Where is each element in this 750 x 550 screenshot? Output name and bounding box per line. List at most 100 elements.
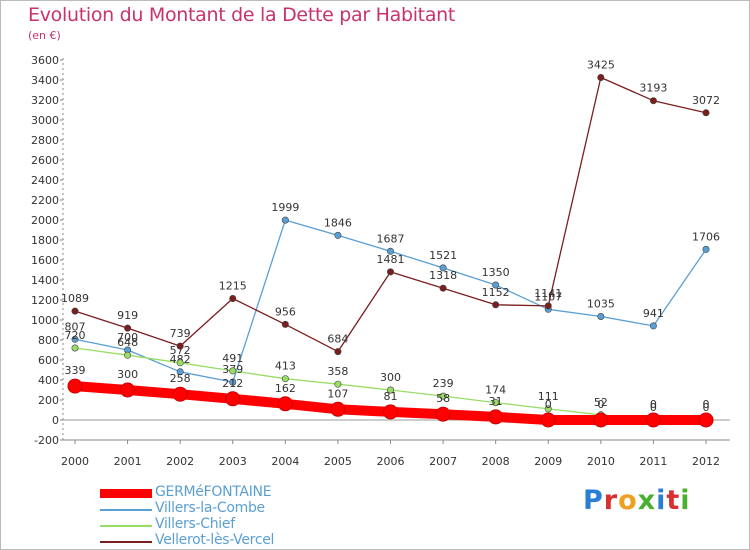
data-point xyxy=(120,382,136,398)
legend-swatch xyxy=(100,541,152,543)
data-label: 0 xyxy=(703,398,710,411)
logo-letter: i xyxy=(656,485,667,516)
data-point xyxy=(702,109,710,117)
data-point xyxy=(645,412,661,428)
data-label: 300 xyxy=(380,371,401,384)
data-point xyxy=(488,409,504,425)
data-label: 107 xyxy=(327,387,348,400)
data-label: 3425 xyxy=(587,59,615,72)
y-tick-label: -200 xyxy=(34,434,59,447)
data-label: 1350 xyxy=(482,266,510,279)
data-point xyxy=(71,335,79,343)
data-point xyxy=(492,399,500,407)
data-label: 1481 xyxy=(377,253,405,266)
data-label: 572 xyxy=(170,344,191,357)
data-label: 919 xyxy=(117,309,138,322)
data-label: 0 xyxy=(703,401,710,414)
data-point xyxy=(386,268,394,276)
data-point xyxy=(383,404,398,420)
data-label: 1521 xyxy=(429,249,457,262)
legend-swatch xyxy=(100,509,152,511)
data-label: 58 xyxy=(436,392,450,405)
data-point xyxy=(702,245,710,253)
data-point xyxy=(492,281,500,289)
logo-letter: t xyxy=(666,485,681,516)
data-point xyxy=(176,342,184,350)
data-point xyxy=(597,74,605,82)
data-label: 212 xyxy=(222,377,243,390)
y-tick-label: 3200 xyxy=(31,94,59,107)
data-label: 1706 xyxy=(692,230,720,243)
data-label: 0 xyxy=(650,401,657,414)
x-tick-label: 2001 xyxy=(114,455,142,468)
y-tick-label: 400 xyxy=(38,374,59,387)
x-tick-label: 2008 xyxy=(482,455,510,468)
x-tick-label: 2004 xyxy=(271,455,299,468)
y-tick-label: 3600 xyxy=(31,54,59,67)
data-point xyxy=(597,312,605,320)
legend-label: Villers-la-Combe xyxy=(155,500,265,516)
data-label: 300 xyxy=(117,368,138,381)
x-tick-label: 2011 xyxy=(639,455,667,468)
data-point xyxy=(698,412,714,428)
data-point xyxy=(544,302,552,310)
data-label: 31 xyxy=(489,395,503,408)
data-point xyxy=(281,375,289,383)
data-label: 1035 xyxy=(587,298,615,311)
data-label: 0 xyxy=(650,398,657,411)
x-tick-label: 2003 xyxy=(219,455,247,468)
x-tick-label: 2009 xyxy=(534,455,562,468)
data-point xyxy=(225,391,241,407)
data-label: 239 xyxy=(433,377,454,390)
data-label: 0 xyxy=(597,398,604,411)
y-tick-label: 1200 xyxy=(31,294,59,307)
data-label: 720 xyxy=(65,329,86,342)
data-label: 1107 xyxy=(534,290,562,303)
y-tick-label: 2400 xyxy=(31,174,59,187)
data-label: 3072 xyxy=(692,94,720,107)
y-tick-label: 600 xyxy=(38,354,59,367)
y-tick-label: 1600 xyxy=(31,254,59,267)
data-label: 1999 xyxy=(271,201,299,214)
data-label: 1687 xyxy=(377,232,405,245)
y-tick-label: 1000 xyxy=(31,314,59,327)
logo-letter: o xyxy=(618,485,638,516)
data-point xyxy=(71,344,79,352)
data-point xyxy=(540,412,556,428)
data-point xyxy=(439,392,447,400)
legend-label: GERMéFONTAINE xyxy=(155,484,272,500)
data-label: 174 xyxy=(485,384,506,397)
data-point xyxy=(435,406,451,422)
y-tick-label: 0 xyxy=(52,414,59,427)
y-tick-label: 3400 xyxy=(31,74,59,87)
data-label: 3193 xyxy=(639,82,667,95)
data-point xyxy=(281,320,289,328)
data-label: 1215 xyxy=(219,280,247,293)
data-point xyxy=(229,294,237,302)
y-tick-label: 3000 xyxy=(31,114,59,127)
data-label: 684 xyxy=(327,333,348,346)
data-label: 339 xyxy=(65,364,86,377)
data-label: 648 xyxy=(117,336,138,349)
y-tick-label: 200 xyxy=(38,394,59,407)
data-point xyxy=(544,405,552,413)
data-point xyxy=(71,307,79,315)
y-tick-label: 800 xyxy=(38,334,59,347)
data-point xyxy=(172,386,188,402)
data-label: 941 xyxy=(643,307,664,320)
data-label: 1141 xyxy=(534,287,562,300)
x-tick-label: 2000 xyxy=(61,455,89,468)
data-point xyxy=(386,386,394,394)
x-tick-label: 2010 xyxy=(587,455,615,468)
data-point xyxy=(492,301,500,309)
data-point xyxy=(281,216,289,224)
data-point xyxy=(124,351,132,359)
y-tick-label: 2200 xyxy=(31,194,59,207)
y-tick-label: 1800 xyxy=(31,234,59,247)
legend-swatch xyxy=(100,525,152,527)
data-label: 1846 xyxy=(324,216,352,229)
data-point xyxy=(330,401,346,417)
data-point xyxy=(334,380,342,388)
y-tick-label: 2600 xyxy=(31,154,59,167)
